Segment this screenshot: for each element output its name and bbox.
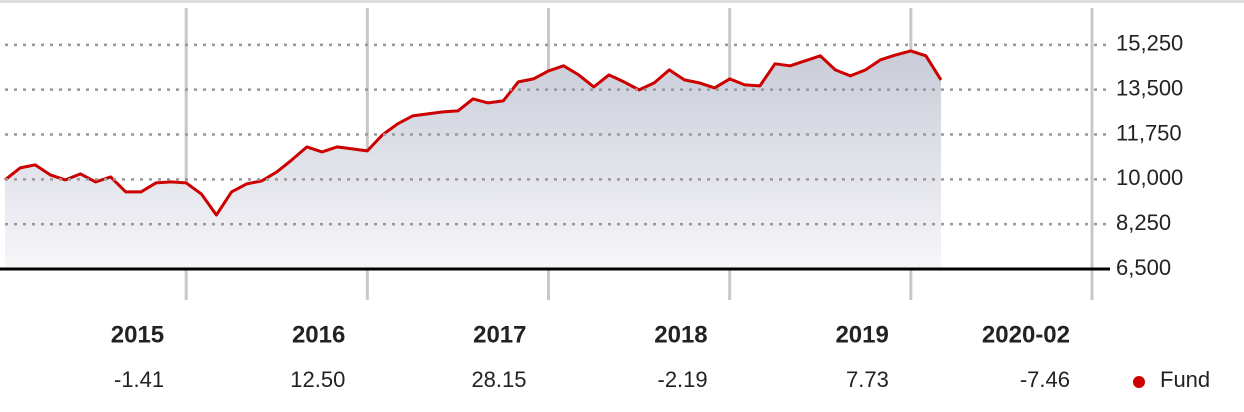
y-tick-label: 10,000 [1116, 165, 1183, 190]
y-tick-label: 13,500 [1116, 75, 1183, 100]
return-value: -1.41 [114, 367, 164, 392]
line [4, 49, 943, 217]
area [5, 50, 942, 270]
legend-marker [1133, 376, 1145, 388]
return-value: 7.73 [846, 367, 889, 392]
period-label: 2019 [835, 321, 888, 348]
period-label: 2016 [292, 321, 345, 348]
y-tick-label: 15,250 [1116, 31, 1183, 56]
y-tick-label: 6,500 [1116, 255, 1171, 280]
return-value: -7.46 [1020, 367, 1070, 392]
period-label: 2017 [473, 321, 526, 348]
y-tick-label: 8,250 [1116, 210, 1171, 235]
y-tick-label: 11,750 [1116, 120, 1182, 145]
period-label: 2018 [654, 321, 707, 348]
legend-label: Fund [1160, 367, 1210, 392]
period-label: 2020-02 [982, 321, 1070, 348]
return-value: -2.19 [658, 367, 708, 392]
period-label: 2015 [111, 321, 164, 348]
return-value: 28.15 [471, 367, 526, 392]
return-value: 12.50 [290, 367, 345, 392]
